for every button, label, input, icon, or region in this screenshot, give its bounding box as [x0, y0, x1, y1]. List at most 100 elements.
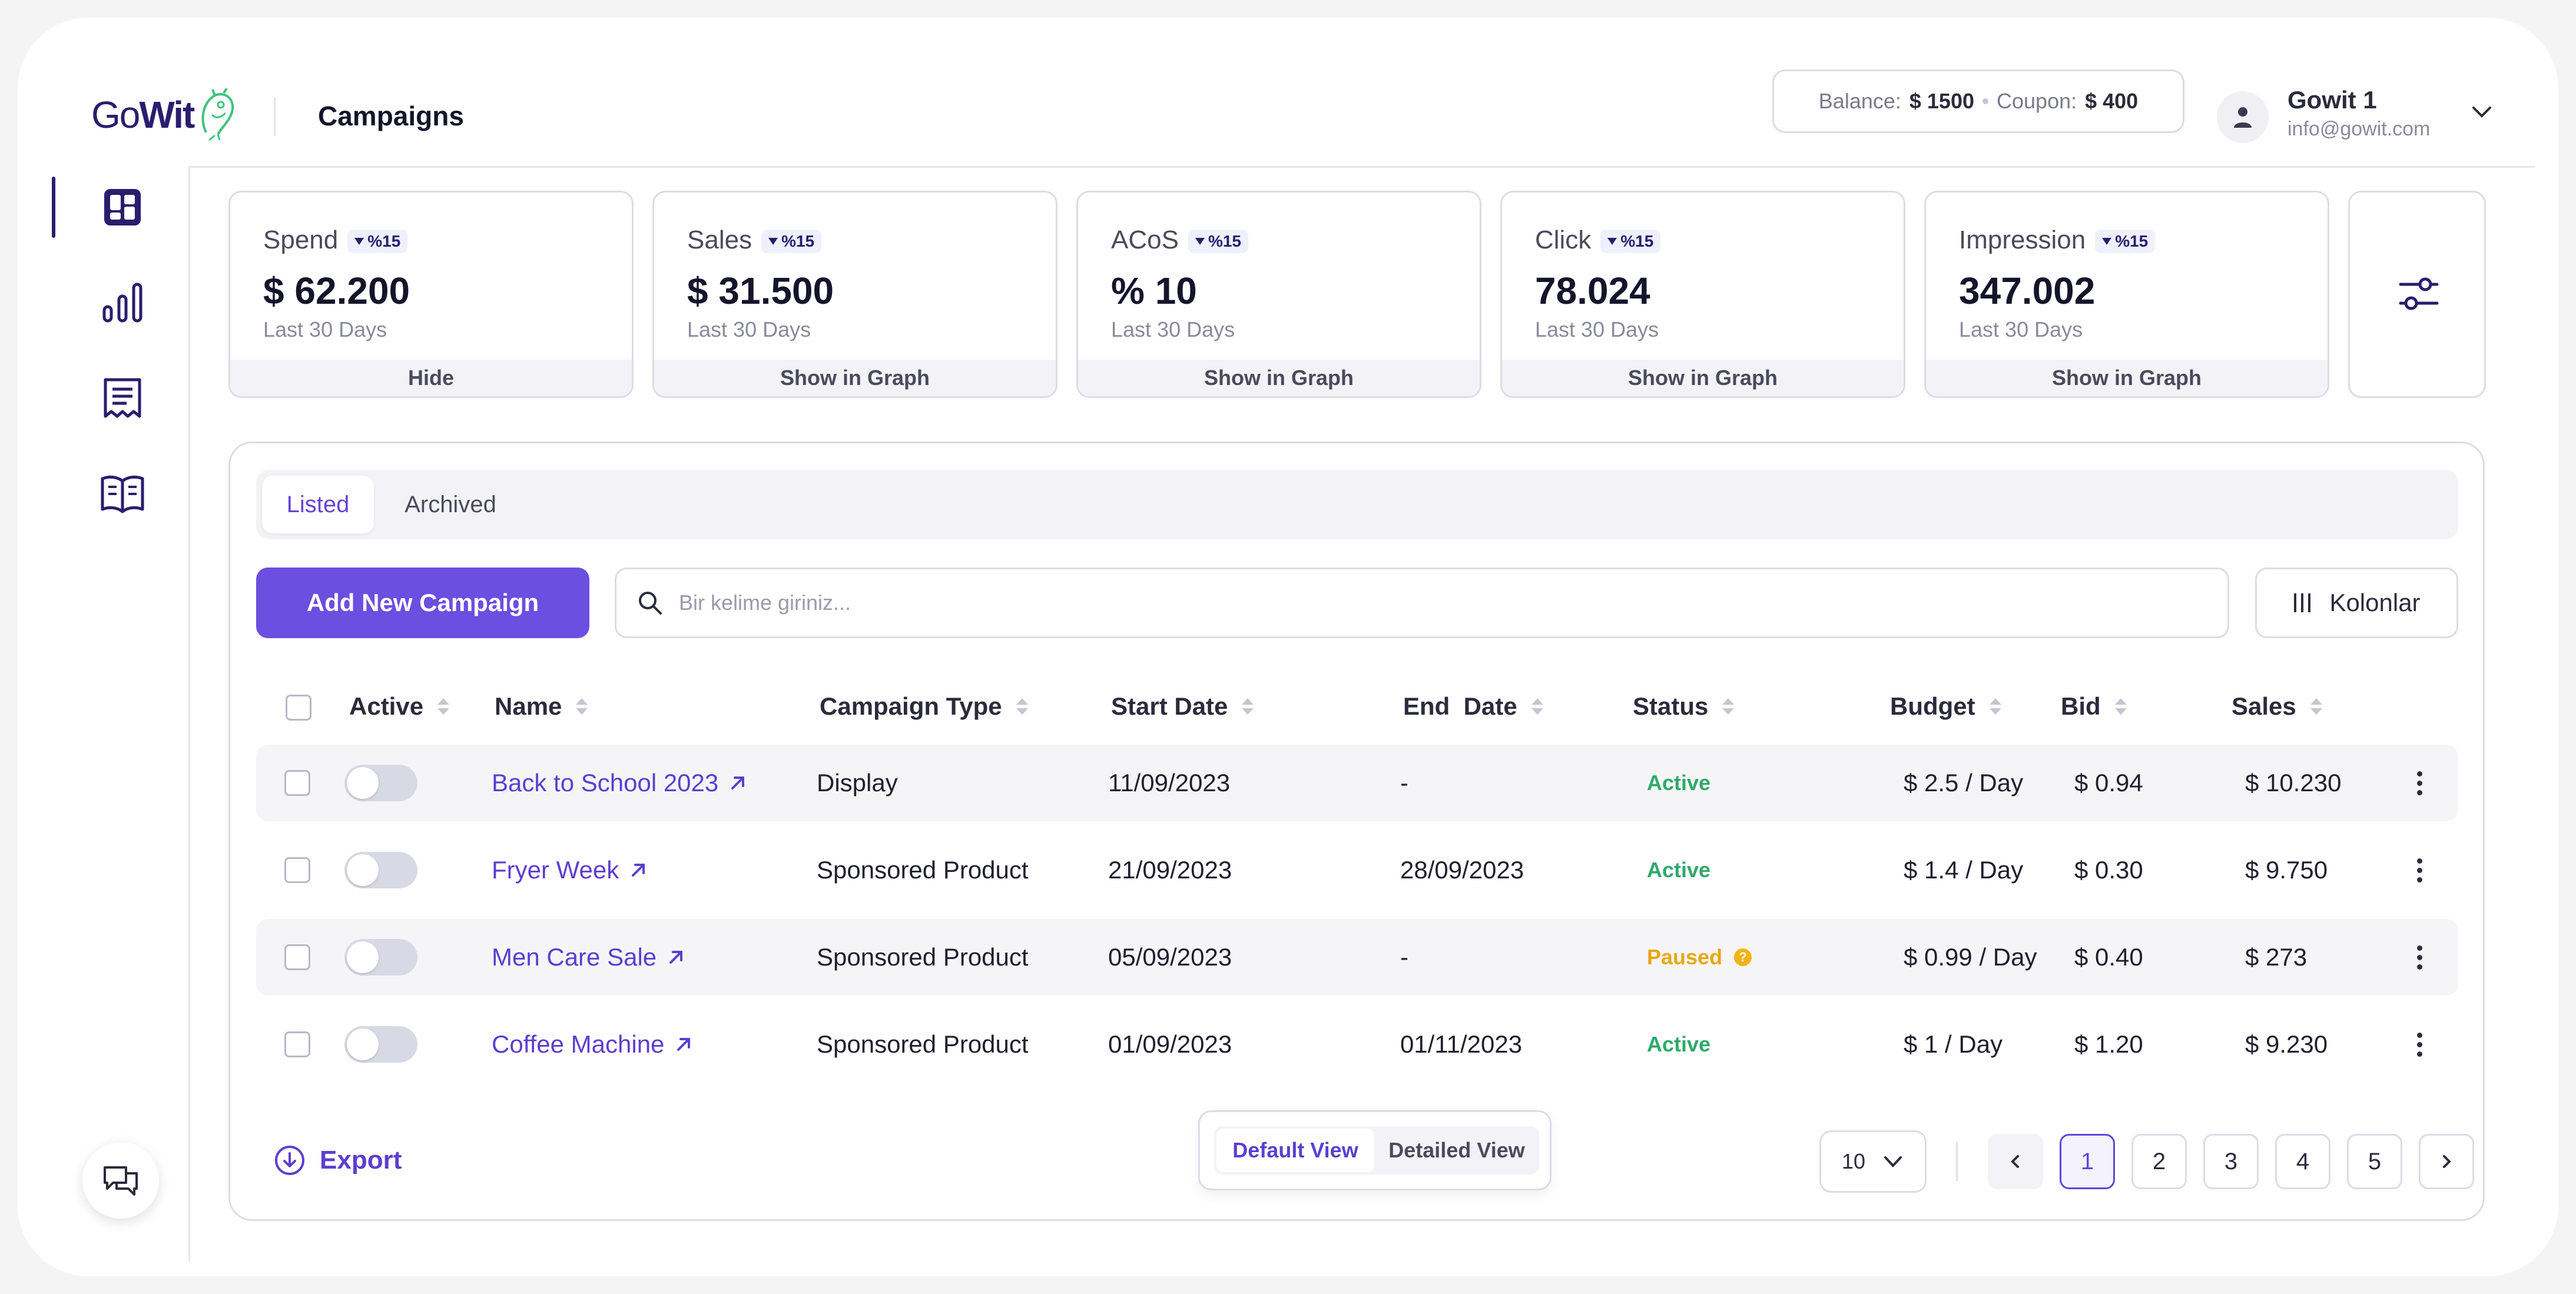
select-all-checkbox[interactable] [286, 695, 311, 721]
sort-icon [1989, 698, 2001, 715]
chevron-down-icon[interactable] [2470, 100, 2494, 124]
column-header-end-date[interactable]: End Date [1403, 692, 1543, 721]
page-button-2[interactable]: 2 [2131, 1134, 2187, 1189]
metric-label: Impression %15 [1959, 225, 2156, 255]
column-header-sales[interactable]: Sales [2232, 692, 2322, 721]
separator-dot [1982, 98, 1988, 104]
column-header-bid[interactable]: Bid [2061, 692, 2127, 721]
page-button-5[interactable]: 5 [2347, 1134, 2402, 1189]
search-box [615, 568, 2229, 638]
header-divider [274, 97, 276, 136]
row-menu-button[interactable] [2417, 919, 2422, 996]
sidebar-item-invoices[interactable] [94, 370, 151, 426]
column-header-start-date[interactable]: Start Date [1111, 692, 1254, 721]
default-view-button[interactable]: Default View [1216, 1129, 1374, 1172]
metric-show-graph-button[interactable]: Show in Graph [1078, 360, 1480, 396]
metric-card-sales: Sales %15 $ 31.500 Last 30 Days Show in G… [652, 191, 1057, 398]
row-checkbox[interactable] [284, 857, 310, 883]
detailed-view-button[interactable]: Detailed View [1388, 1138, 1525, 1162]
campaign-name-link[interactable]: Men Care Sale [492, 919, 685, 996]
active-toggle[interactable] [344, 1026, 417, 1063]
caret-down-icon [2102, 238, 2112, 245]
sidebar-item-dashboard[interactable] [94, 179, 151, 235]
cloud-download-icon [275, 1146, 304, 1175]
kebab-icon [2417, 945, 2422, 970]
campaign-type: Sponsored Product [817, 856, 1029, 884]
sales: $ 273 [2245, 943, 2308, 971]
column-header-budget[interactable]: Budget [1890, 692, 2001, 721]
prev-page-button[interactable] [1988, 1134, 2043, 1189]
status-badge: Paused? [1647, 919, 1752, 996]
sidebar-item-docs[interactable] [94, 465, 151, 522]
row-menu-button[interactable] [2417, 745, 2422, 821]
row-menu-button[interactable] [2417, 1006, 2422, 1083]
row-menu-button[interactable] [2417, 832, 2422, 908]
column-header-campaign-type[interactable]: Campaign Type [820, 692, 1028, 721]
metric-value: 78.024 [1535, 270, 1650, 312]
columns-icon [2294, 593, 2311, 612]
active-toggle[interactable] [344, 939, 417, 976]
bid: $ 0.94 [2074, 769, 2143, 797]
page-button-4[interactable]: 4 [2275, 1134, 2330, 1189]
paused-info-icon[interactable]: ? [1734, 948, 1752, 966]
owl-icon [201, 88, 234, 141]
column-header-name[interactable]: Name [495, 692, 588, 721]
chevron-right-icon [2443, 1155, 2451, 1168]
search-input[interactable] [679, 590, 2151, 615]
bid: $ 1.20 [2074, 1030, 2143, 1058]
metric-value: % 10 [1111, 270, 1197, 312]
page-button-3[interactable]: 3 [2203, 1134, 2259, 1189]
page-size-select[interactable]: 10 [1819, 1130, 1927, 1193]
logo-text: GoWit [91, 94, 195, 136]
sales: $ 10.230 [2245, 769, 2342, 797]
kebab-icon [2417, 1032, 2422, 1057]
row-checkbox[interactable] [284, 770, 310, 796]
page-button-1[interactable]: 1 [2060, 1134, 2115, 1189]
row-checkbox[interactable] [284, 944, 310, 970]
sidebar-item-reports[interactable] [94, 274, 151, 331]
end-date: 28/09/2023 [1400, 856, 1524, 884]
add-campaign-button[interactable]: Add New Campaign [256, 568, 589, 638]
active-toggle[interactable] [344, 852, 417, 888]
user-icon [2234, 107, 2252, 128]
metric-show-graph-button[interactable]: Show in Graph [654, 360, 1056, 396]
balance-label: Balance: [1818, 89, 1901, 113]
budget: $ 2.5 / Day [1904, 769, 2024, 797]
end-date: - [1400, 943, 1408, 971]
campaign-name-link[interactable]: Fryer Week [492, 832, 647, 908]
metric-card-impression: Impression %15 347.002 Last 30 Days Show … [1924, 191, 2329, 398]
tab-archived[interactable]: Archived [405, 491, 496, 517]
campaign-type: Sponsored Product [817, 943, 1029, 971]
sales: $ 9.750 [2245, 856, 2328, 884]
sales: $ 9.230 [2245, 1030, 2328, 1058]
column-header-status[interactable]: Status [1633, 692, 1735, 721]
tab-listed[interactable]: Listed [262, 476, 374, 533]
export-button[interactable]: Export [274, 1144, 402, 1176]
coupon-value: $ 400 [2085, 89, 2139, 113]
metric-settings-button[interactable] [2348, 191, 2486, 398]
metric-hide-button[interactable]: Hide [230, 360, 632, 396]
app-window: GoWit Campaigns Balance: $ 1500 Coupon: … [18, 18, 2558, 1276]
campaign-name-link[interactable]: Coffee Machine [492, 1006, 692, 1083]
next-page-button[interactable] [2419, 1134, 2474, 1189]
coupon-label: Coupon: [1997, 89, 2077, 113]
columns-button[interactable]: Kolonlar [2255, 568, 2458, 638]
gowit-logo[interactable]: GoWit [91, 85, 238, 144]
avatar[interactable] [2217, 91, 2269, 143]
active-toggle[interactable] [344, 765, 417, 801]
status-badge: Active [1647, 771, 1711, 795]
sort-icon [2114, 698, 2127, 715]
start-date: 05/09/2023 [1108, 943, 1232, 971]
campaign-type: Display [817, 769, 898, 797]
campaign-name-link[interactable]: Back to School 2023 [492, 745, 747, 821]
metric-show-graph-button[interactable]: Show in Graph [1502, 360, 1904, 396]
row-checkbox[interactable] [284, 1031, 310, 1057]
user-name[interactable]: Gowit 1 [2287, 86, 2377, 114]
column-header-active[interactable]: Active [349, 692, 450, 721]
start-date: 21/09/2023 [1108, 856, 1232, 884]
start-date: 11/09/2023 [1108, 769, 1231, 797]
chat-support-button[interactable] [82, 1142, 159, 1219]
metric-show-graph-button[interactable]: Show in Graph [1926, 360, 2328, 396]
end-date: - [1400, 769, 1408, 797]
metric-period: Last 30 Days [687, 317, 811, 341]
